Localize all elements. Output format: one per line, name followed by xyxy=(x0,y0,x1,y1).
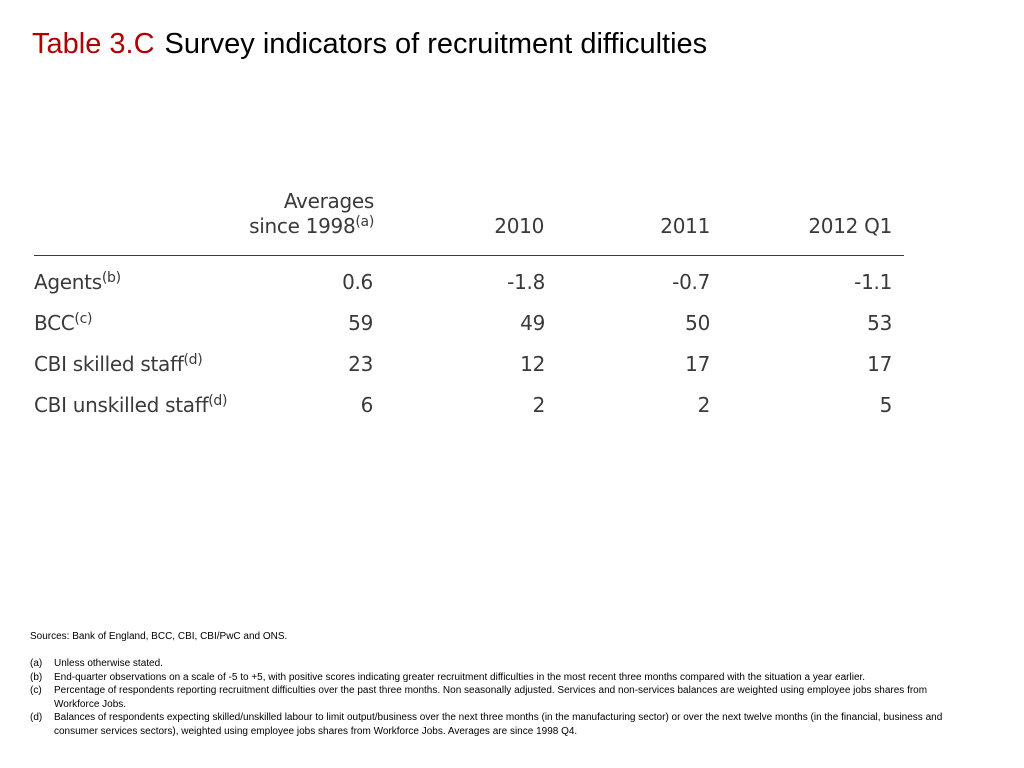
cell-2011: 17 xyxy=(685,352,710,376)
row-label-text: Agents xyxy=(34,270,102,294)
header-averages-line2-wrap: since 1998(a) xyxy=(249,214,374,239)
footnote-text: End-quarter observations on a scale of -… xyxy=(54,671,866,683)
cell-2011: 50 xyxy=(685,311,710,335)
footnote-a: (a) Unless otherwise stated. xyxy=(30,657,960,671)
row-footnote: (d) xyxy=(183,352,203,368)
row-label-text: CBI unskilled staff xyxy=(34,393,209,417)
footnote-text: Percentage of respondents reporting recr… xyxy=(54,685,928,710)
row-footnote: (c) xyxy=(74,311,93,327)
row-label: CBI skilled staff(d) xyxy=(34,349,203,379)
cell-average: 23 xyxy=(348,352,373,376)
table-row-agents: Agents(b) 0.6 -1.8 -0.7 -1.1 xyxy=(34,267,904,308)
cell-average: 59 xyxy=(348,311,373,335)
header-2012-q1: 2012 Q1 xyxy=(808,214,892,239)
row-label: BCC(c) xyxy=(34,308,92,338)
table-body: Agents(b) 0.6 -1.8 -0.7 -1.1 BCC(c) 59 4… xyxy=(34,267,904,431)
cell-2012-q1: -1.1 xyxy=(854,270,892,294)
table-title: Survey indicators of recruitment difficu… xyxy=(164,28,708,60)
page-title: Table 3.C Survey indicators of recruitmen… xyxy=(32,28,707,61)
table-number: Table 3.C xyxy=(32,28,155,60)
sources-note: Sources: Bank of England, BCC, CBI, CBI/… xyxy=(30,631,288,642)
header-2010-label: 2010 xyxy=(494,214,544,238)
row-footnote: (b) xyxy=(101,270,121,286)
footnotes: Sources: Bank of England, BCC, CBI, CBI/… xyxy=(30,630,960,738)
cell-2012-q1: 5 xyxy=(879,393,893,417)
footnote-key: (d) xyxy=(30,712,43,723)
footnote-key: (a) xyxy=(30,658,43,669)
cell-average: 0.6 xyxy=(342,270,373,294)
table-row-cbi-unskilled: CBI unskilled staff(d) 6 2 2 5 xyxy=(34,390,904,431)
recruitment-table: Averages since 1998(a) 2010 2011 2012 Q1… xyxy=(34,188,904,431)
header-averages-footnote: (a) xyxy=(355,214,374,230)
footnote-key: (b) xyxy=(30,671,43,683)
header-averages-line2: since 1998 xyxy=(249,214,356,238)
header-averages: Averages since 1998(a) xyxy=(249,189,374,239)
cell-2012-q1: 17 xyxy=(867,352,892,376)
cell-2010: 49 xyxy=(520,311,545,335)
table-header: Averages since 1998(a) 2010 2011 2012 Q1 xyxy=(34,188,904,256)
footnote-b: (b) End-quarter observations on a scale … xyxy=(30,671,960,685)
header-2011-label: 2011 xyxy=(660,214,710,238)
cell-2010: -1.8 xyxy=(507,270,545,294)
cell-2012-q1: 53 xyxy=(867,311,892,335)
footnote-key: (c) xyxy=(30,685,42,696)
header-2010: 2010 xyxy=(494,214,544,239)
footnote-d: (d) Balances of respondents expecting sk… xyxy=(30,711,960,738)
cell-2010: 12 xyxy=(520,352,545,376)
footnote-text: Balances of respondents expecting skille… xyxy=(54,712,943,737)
header-averages-line1: Averages xyxy=(283,189,374,213)
row-label-text: CBI skilled staff xyxy=(34,352,184,376)
footnote-c: (c) Percentage of respondents reporting … xyxy=(30,684,960,711)
cell-2011: 2 xyxy=(697,393,711,417)
row-label: CBI unskilled staff(d) xyxy=(34,390,227,420)
table-row-bcc: BCC(c) 59 49 50 53 xyxy=(34,308,904,349)
row-label: Agents(b) xyxy=(34,267,121,297)
row-footnote: (d) xyxy=(208,393,228,409)
header-2011: 2011 xyxy=(660,214,710,239)
cell-average: 6 xyxy=(360,393,374,417)
cell-2011: -0.7 xyxy=(672,270,710,294)
footnote-text: Unless otherwise stated. xyxy=(54,658,163,669)
table-row-cbi-skilled: CBI skilled staff(d) 23 12 17 17 xyxy=(34,349,904,390)
row-label-text: BCC xyxy=(34,311,75,335)
header-2012-q1-label: 2012 Q1 xyxy=(808,214,892,238)
cell-2010: 2 xyxy=(532,393,546,417)
